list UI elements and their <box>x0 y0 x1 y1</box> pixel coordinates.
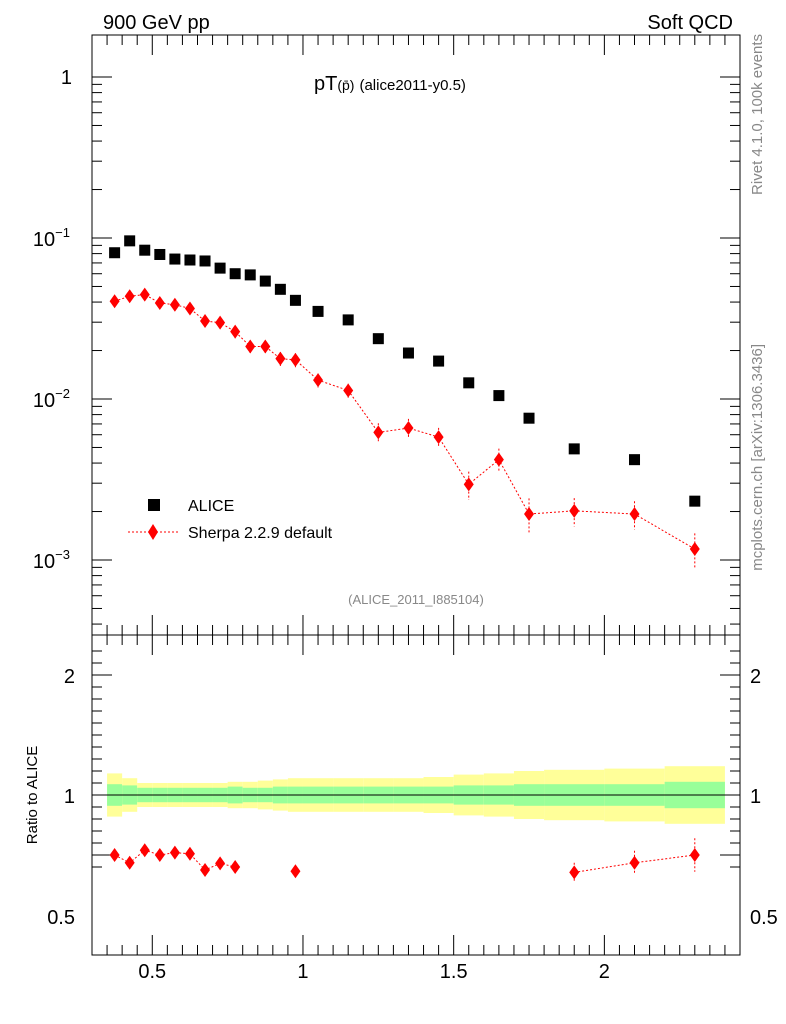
sherpa-point <box>200 314 211 329</box>
ratio-sherpa-point <box>230 860 241 874</box>
mcplots-label: mcplots.cern.ch [arXiv:1306.3436] <box>749 344 766 571</box>
ratio-sherpa-point <box>569 865 580 880</box>
alice-point <box>523 412 535 424</box>
ratio-axis-ticks <box>92 635 741 955</box>
header-left-label: 900 GeV pp <box>103 12 210 34</box>
ratio-sherpa-point <box>124 855 135 870</box>
alice-point <box>169 253 181 265</box>
alice-point <box>568 443 580 455</box>
main-axis-ticks <box>92 35 741 635</box>
ratio-sherpa-point <box>689 848 700 862</box>
main-frame <box>91 34 741 636</box>
alice-point <box>402 347 414 359</box>
sherpa-point <box>124 289 135 304</box>
alice-point <box>463 377 475 389</box>
sherpa-point <box>433 430 444 445</box>
uncertainty-bands <box>107 766 725 824</box>
legend-label-sherpa: Sherpa 2.2.9 default <box>188 525 333 542</box>
sherpa-point <box>569 503 580 518</box>
sherpa-point <box>230 324 241 339</box>
ratio-sherpa-point <box>629 855 640 870</box>
sherpa-point <box>290 352 301 367</box>
ratio-sherpa-point <box>215 856 226 871</box>
y-tick-label-0.001: 10−3 <box>33 547 70 573</box>
ratio-panel: 2 1 0.5 2 1 0.5 0.5 1 1.5 2 Ratio to ALI… <box>24 634 778 983</box>
sherpa-point <box>524 507 535 522</box>
alice-point <box>229 268 241 280</box>
sherpa-point <box>109 294 120 309</box>
sherpa-point <box>373 425 384 440</box>
main-series-group <box>109 235 701 570</box>
alice-point <box>259 275 271 287</box>
sherpa-point <box>463 477 474 492</box>
sherpa-point <box>629 507 640 522</box>
sherpa-point <box>403 421 414 436</box>
legend-marker-sherpa <box>148 524 158 540</box>
alice-point <box>274 283 286 295</box>
alice-point <box>214 262 226 274</box>
ratio-sherpa-point <box>290 864 301 879</box>
ratio-y-tick-label-0.5-left: 0.5 <box>47 907 75 929</box>
alice-point <box>312 305 324 317</box>
x-tick-label-0.5: 0.5 <box>138 961 166 983</box>
ratio-y-tick-label-2-left: 2 <box>64 666 75 688</box>
sherpa-point <box>275 351 286 366</box>
alice-point <box>199 255 211 267</box>
y-tick-label-0.01: 10−2 <box>33 386 70 412</box>
legend: ALICE Sherpa 2.2.9 default <box>128 498 333 542</box>
sherpa-point <box>169 297 180 312</box>
alice-point <box>109 247 121 259</box>
y-tick-label-1: 1 <box>61 67 72 89</box>
sherpa-point <box>313 373 324 388</box>
sherpa-point <box>493 452 504 467</box>
ratio-y-tick-label-1-right: 1 <box>750 786 761 808</box>
ratio-series-group <box>109 838 700 882</box>
sherpa-point <box>245 339 256 354</box>
alice-point <box>244 269 256 281</box>
alice-point <box>689 495 701 507</box>
alice-point <box>139 244 151 256</box>
y-tick-label-0.1: 10−1 <box>33 225 70 251</box>
alice-point <box>124 235 136 247</box>
sherpa-point <box>260 339 271 354</box>
sherpa-point <box>139 287 150 302</box>
sherpa-point <box>154 295 165 310</box>
ratio-y-tick-labels: 2 1 0.5 2 1 0.5 <box>47 666 778 929</box>
alice-point <box>493 390 505 402</box>
sherpa-point <box>343 383 354 398</box>
ratio-sherpa-point <box>154 848 165 862</box>
ratio-sherpa-point <box>109 848 120 862</box>
ratio-sherpa-point <box>184 846 195 861</box>
chart-title: pT(p̄) (alice2011-y0.5) <box>314 73 466 95</box>
alice-point <box>184 254 196 266</box>
ratio-y-tick-label-0.5-right: 0.5 <box>750 907 778 929</box>
ratio-y-tick-label-2-right: 2 <box>750 666 761 688</box>
ratio-sherpa-point <box>169 845 180 860</box>
x-tick-label-2: 2 <box>599 961 610 983</box>
ratio-sherpa-point <box>139 843 150 858</box>
alice-point <box>372 333 384 345</box>
alice-point <box>629 454 641 466</box>
x-tick-label-1: 1 <box>297 961 308 983</box>
alice-point <box>433 355 445 367</box>
ratio-sherpa-point <box>200 863 211 877</box>
ratio-y-axis-label: Ratio to ALICE <box>24 746 41 844</box>
rivet-version-label: Rivet 4.1.0, 100k events <box>749 34 766 195</box>
sherpa-point <box>184 301 195 316</box>
analysis-watermark: (ALICE_2011_I885104) <box>348 592 484 607</box>
sherpa-point <box>689 542 700 557</box>
alice-point <box>342 314 354 326</box>
x-tick-labels: 0.5 1 1.5 2 <box>138 961 610 983</box>
sherpa-point <box>215 315 226 330</box>
legend-label-alice: ALICE <box>188 498 234 515</box>
alice-point <box>289 294 301 306</box>
legend-marker-alice <box>148 499 160 511</box>
main-panel: 1 10−1 10−2 10−3 pT(p̄) (alice2011-y0.5) … <box>33 34 741 636</box>
x-tick-label-1.5: 1.5 <box>440 961 468 983</box>
ratio-y-tick-label-1-left: 1 <box>64 786 75 808</box>
alice-point <box>154 248 166 260</box>
main-y-tick-labels: 1 10−1 10−2 10−3 <box>33 67 72 573</box>
header-right-label: Soft QCD <box>647 12 733 34</box>
